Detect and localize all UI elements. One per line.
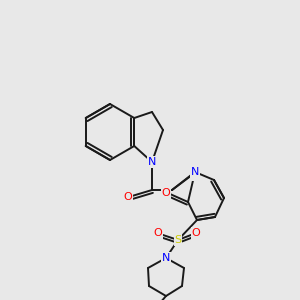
Text: O: O bbox=[192, 228, 200, 238]
Text: O: O bbox=[162, 188, 170, 198]
Text: O: O bbox=[154, 228, 162, 238]
Text: N: N bbox=[191, 170, 199, 180]
Text: O: O bbox=[124, 192, 132, 202]
Text: N: N bbox=[148, 157, 156, 167]
Text: N: N bbox=[191, 167, 199, 177]
Text: N: N bbox=[162, 253, 170, 263]
Text: S: S bbox=[174, 235, 182, 245]
